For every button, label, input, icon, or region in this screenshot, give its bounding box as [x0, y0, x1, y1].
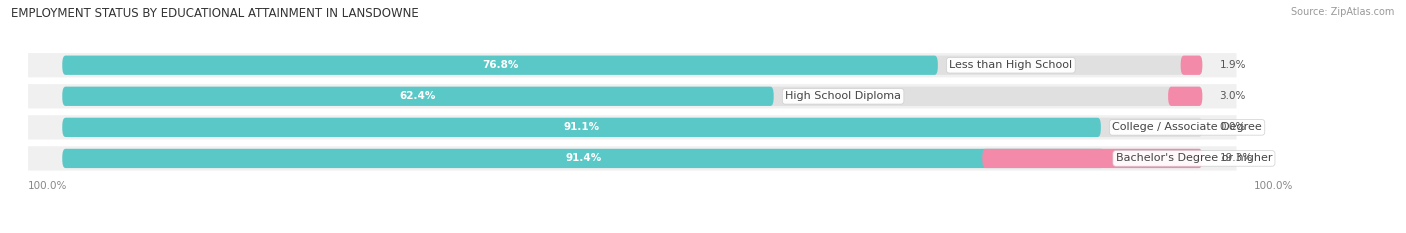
FancyBboxPatch shape [62, 87, 773, 106]
FancyBboxPatch shape [62, 149, 1202, 168]
Text: 76.8%: 76.8% [482, 60, 519, 70]
Text: 62.4%: 62.4% [399, 91, 436, 101]
Text: 100.0%: 100.0% [28, 181, 67, 191]
Text: EMPLOYMENT STATUS BY EDUCATIONAL ATTAINMENT IN LANSDOWNE: EMPLOYMENT STATUS BY EDUCATIONAL ATTAINM… [11, 7, 419, 20]
FancyBboxPatch shape [1181, 56, 1202, 75]
Text: High School Diploma: High School Diploma [785, 91, 901, 101]
FancyBboxPatch shape [62, 56, 1202, 75]
FancyBboxPatch shape [62, 87, 1202, 106]
Text: 3.0%: 3.0% [1219, 91, 1246, 101]
Text: 19.3%: 19.3% [1219, 154, 1253, 163]
Text: Less than High School: Less than High School [949, 60, 1073, 70]
Text: 1.9%: 1.9% [1219, 60, 1246, 70]
FancyBboxPatch shape [1168, 87, 1202, 106]
Text: College / Associate Degree: College / Associate Degree [1112, 122, 1263, 132]
Text: Bachelor's Degree or higher: Bachelor's Degree or higher [1116, 154, 1272, 163]
Text: 100.0%: 100.0% [1254, 181, 1294, 191]
FancyBboxPatch shape [62, 118, 1101, 137]
Text: 91.4%: 91.4% [565, 154, 602, 163]
FancyBboxPatch shape [62, 56, 938, 75]
FancyBboxPatch shape [28, 115, 1236, 140]
FancyBboxPatch shape [983, 149, 1202, 168]
Text: Source: ZipAtlas.com: Source: ZipAtlas.com [1291, 7, 1395, 17]
FancyBboxPatch shape [62, 118, 1202, 137]
Text: 0.0%: 0.0% [1219, 122, 1246, 132]
FancyBboxPatch shape [62, 149, 1104, 168]
Text: 91.1%: 91.1% [564, 122, 599, 132]
FancyBboxPatch shape [28, 84, 1236, 108]
FancyBboxPatch shape [28, 146, 1236, 171]
FancyBboxPatch shape [28, 53, 1236, 77]
